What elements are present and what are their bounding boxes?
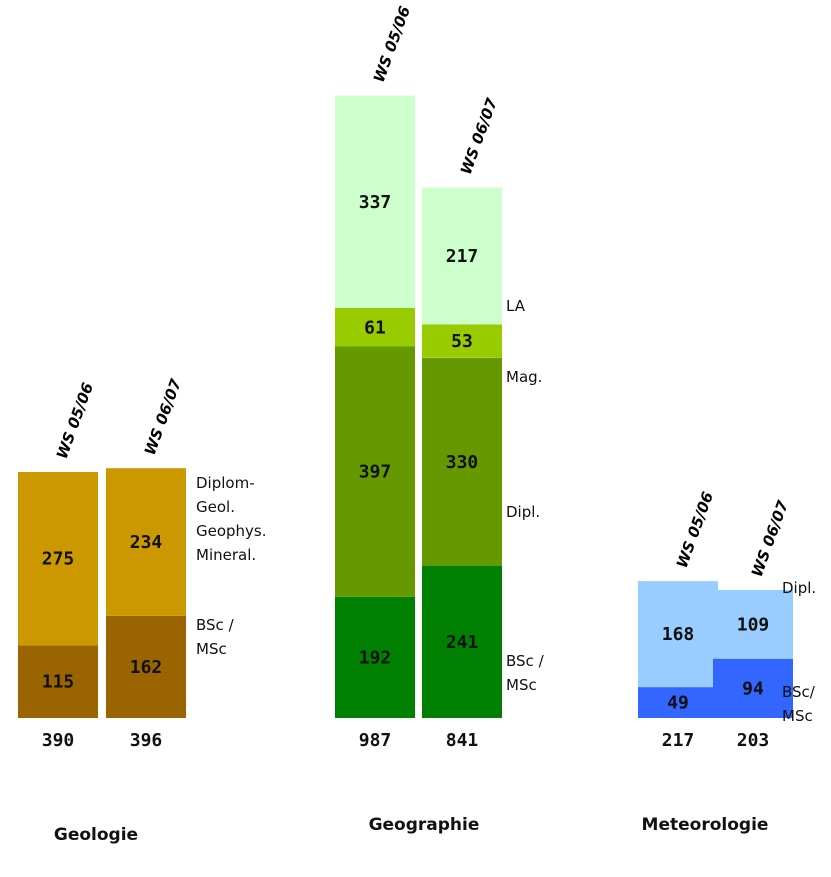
bar-segment	[106, 468, 186, 616]
bar-value-label: 61	[364, 317, 386, 338]
bar-value-label: 53	[451, 331, 473, 352]
semester-label: WS 06/07	[748, 498, 792, 580]
bar-segment	[106, 615, 186, 718]
bar-value-label: 109	[737, 614, 770, 635]
bar-segment	[638, 687, 718, 718]
bar-value-label: 275	[42, 549, 75, 570]
bar-segment	[713, 658, 793, 718]
category-label: BSc/	[782, 683, 816, 701]
bar-value-label: 234	[130, 532, 163, 553]
bar-total-label: 841	[446, 730, 479, 751]
category-label: MSc	[782, 707, 813, 725]
category-label: MSc	[506, 676, 537, 694]
bar-value-label: 330	[446, 452, 479, 473]
category-label: Dipl.	[782, 579, 816, 597]
category-label: Diplom-	[196, 474, 255, 492]
bar-total-label: 203	[737, 730, 770, 751]
category-label: Dipl.	[506, 503, 540, 521]
bar-segment	[422, 566, 502, 718]
category-label: LA	[506, 297, 526, 315]
bar-segment	[335, 308, 415, 347]
bar-total-label: 390	[42, 730, 75, 751]
semester-label: WS 06/07	[457, 95, 501, 177]
semester-label: WS 05/06	[53, 380, 97, 461]
bar-value-label: 168	[662, 624, 695, 645]
bar-value-label: 49	[667, 693, 689, 714]
bar-segment	[638, 581, 718, 688]
bar-segment	[18, 472, 98, 646]
bar-segment	[713, 590, 793, 659]
bar-segment	[422, 324, 502, 358]
chart-title: Meteorologie	[642, 815, 769, 835]
chart-title: Geographie	[369, 815, 480, 835]
bar-segment	[335, 346, 415, 597]
bar-value-label: 397	[359, 462, 392, 483]
bar-value-label: 217	[446, 246, 479, 267]
bar-total-label: 396	[130, 730, 163, 751]
bar-value-label: 162	[130, 657, 163, 678]
category-label: BSc /	[506, 652, 545, 670]
semester-label: WS 05/06	[370, 4, 414, 85]
chart-group-geologie: 115 275 390 WS 05/06 162 234 396 WS 06/07 Diplom…	[18, 376, 267, 845]
bar-segment	[335, 95, 415, 308]
chart-group-geographie: 192 397 61 337 987 WS 05/06 241 330 53 217 841 WS 0…	[335, 4, 545, 835]
category-label: Mineral.	[196, 546, 256, 564]
category-label: BSc /	[196, 616, 235, 634]
category-label: Mag.	[506, 368, 542, 386]
semester-label: WS 06/07	[141, 376, 185, 458]
bar-value-label: 337	[359, 192, 392, 213]
semester-label: WS 05/06	[673, 489, 717, 570]
category-label: MSc	[196, 640, 227, 658]
bar-value-label: 115	[42, 672, 75, 693]
bar-total-label: 987	[359, 730, 392, 751]
category-label: Geophys.	[196, 522, 267, 540]
chart-title: Geologie	[54, 825, 138, 845]
bar-value-label: 94	[742, 678, 764, 699]
bar-segment	[422, 187, 502, 325]
bar-segment	[18, 645, 98, 718]
bar-segment	[335, 596, 415, 718]
category-label: Geol.	[196, 498, 235, 516]
bar-value-label: 192	[359, 648, 392, 669]
bar-segment	[422, 357, 502, 566]
bar-value-label: 241	[446, 632, 479, 653]
bar-total-label: 217	[662, 730, 695, 751]
